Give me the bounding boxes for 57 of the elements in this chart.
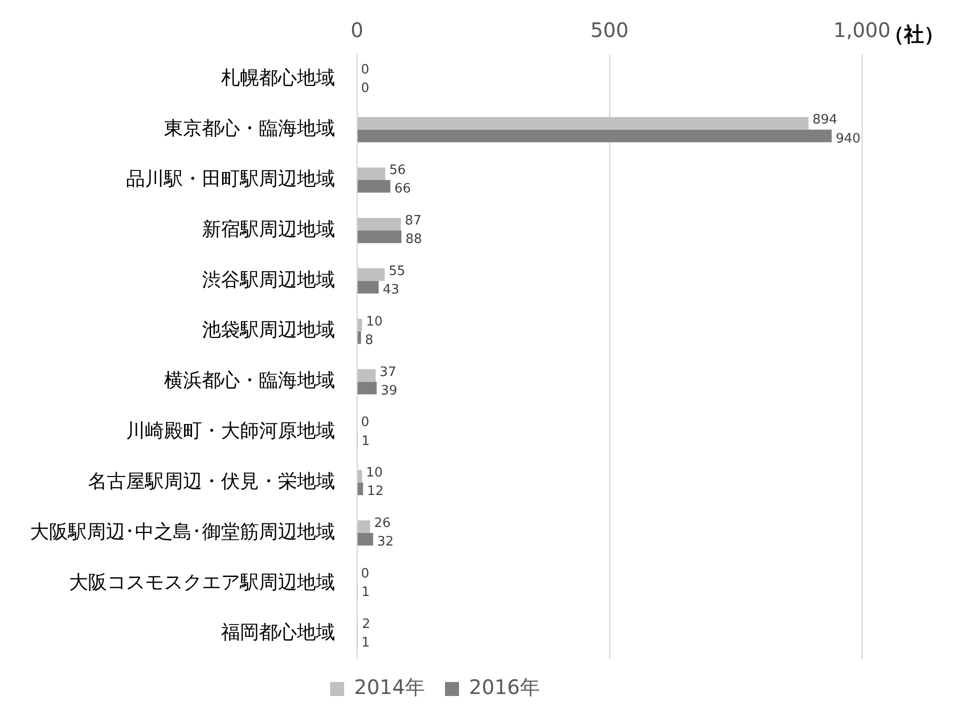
legend-label: 2014年 (354, 675, 426, 700)
y-tick-label: 横浜都心・臨海地域 (164, 370, 335, 392)
bar (358, 382, 377, 394)
data-label: 1 (362, 585, 370, 600)
bar (358, 331, 362, 344)
y-tick-label: 池袋駅周辺地域 (202, 319, 335, 342)
bar (358, 470, 362, 483)
data-label: 894 (812, 112, 838, 128)
data-label: 0 (361, 80, 370, 96)
y-tick-label: 札幌都心地域 (221, 67, 335, 90)
y-tick-label: 福岡都心地域 (221, 622, 335, 644)
data-label: 37 (380, 364, 396, 380)
x-tick-label: 500 (590, 18, 629, 42)
data-label: 32 (377, 534, 394, 550)
y-tick-label: 渋谷駅周辺地域 (202, 268, 335, 291)
bar (358, 230, 402, 244)
bar (358, 520, 370, 533)
data-label: 12 (367, 484, 384, 500)
bar (358, 482, 364, 496)
bar (358, 280, 379, 294)
y-tick-label: 新宿駅周辺地域 (202, 218, 335, 240)
data-label: 0 (361, 62, 370, 78)
bar (358, 130, 832, 142)
y-tick-label: 大阪コスモスクエア駅周辺地域 (69, 571, 335, 594)
y-tick-label: 川崎殿町・大師河原地域 (126, 420, 335, 442)
bar (358, 218, 401, 230)
data-label: 87 (404, 214, 422, 229)
x-tick-label: 1,000 (833, 18, 891, 42)
data-label: 88 (405, 232, 422, 248)
data-label: 55 (388, 264, 406, 279)
bar (358, 180, 390, 193)
data-label: 1 (362, 434, 370, 449)
data-label: 26 (374, 516, 391, 532)
bar (358, 532, 374, 546)
data-label: 10 (366, 314, 383, 330)
y-tick-label: 東京都心・臨海地域 (164, 118, 335, 140)
x-tick-label: 0 (350, 18, 364, 42)
bar (358, 117, 808, 130)
legend-label: 2016年 (469, 675, 540, 700)
bar (358, 369, 376, 382)
data-label: 8 (365, 332, 374, 348)
y-tick-label: 名古屋駅周辺・伏見・栄地域 (88, 470, 335, 492)
data-label: 39 (380, 383, 398, 398)
data-label: 0 (361, 566, 370, 582)
bar (358, 268, 385, 281)
bar (358, 318, 362, 332)
data-label: 2 (362, 616, 370, 632)
data-label: 66 (394, 182, 411, 197)
data-label: 0 (361, 415, 370, 430)
data-label: 1 (362, 635, 370, 650)
y-tick-label: 品川駅・田町駅周辺地域 (126, 168, 335, 190)
data-label: 940 (836, 131, 861, 146)
y-tick-label: 大阪駅周辺･中之島･御堂筋周辺地域 (30, 520, 335, 543)
data-label: 56 (389, 163, 406, 178)
data-label: 43 (382, 282, 400, 298)
data-label: 10 (366, 466, 383, 481)
bar (358, 167, 386, 180)
